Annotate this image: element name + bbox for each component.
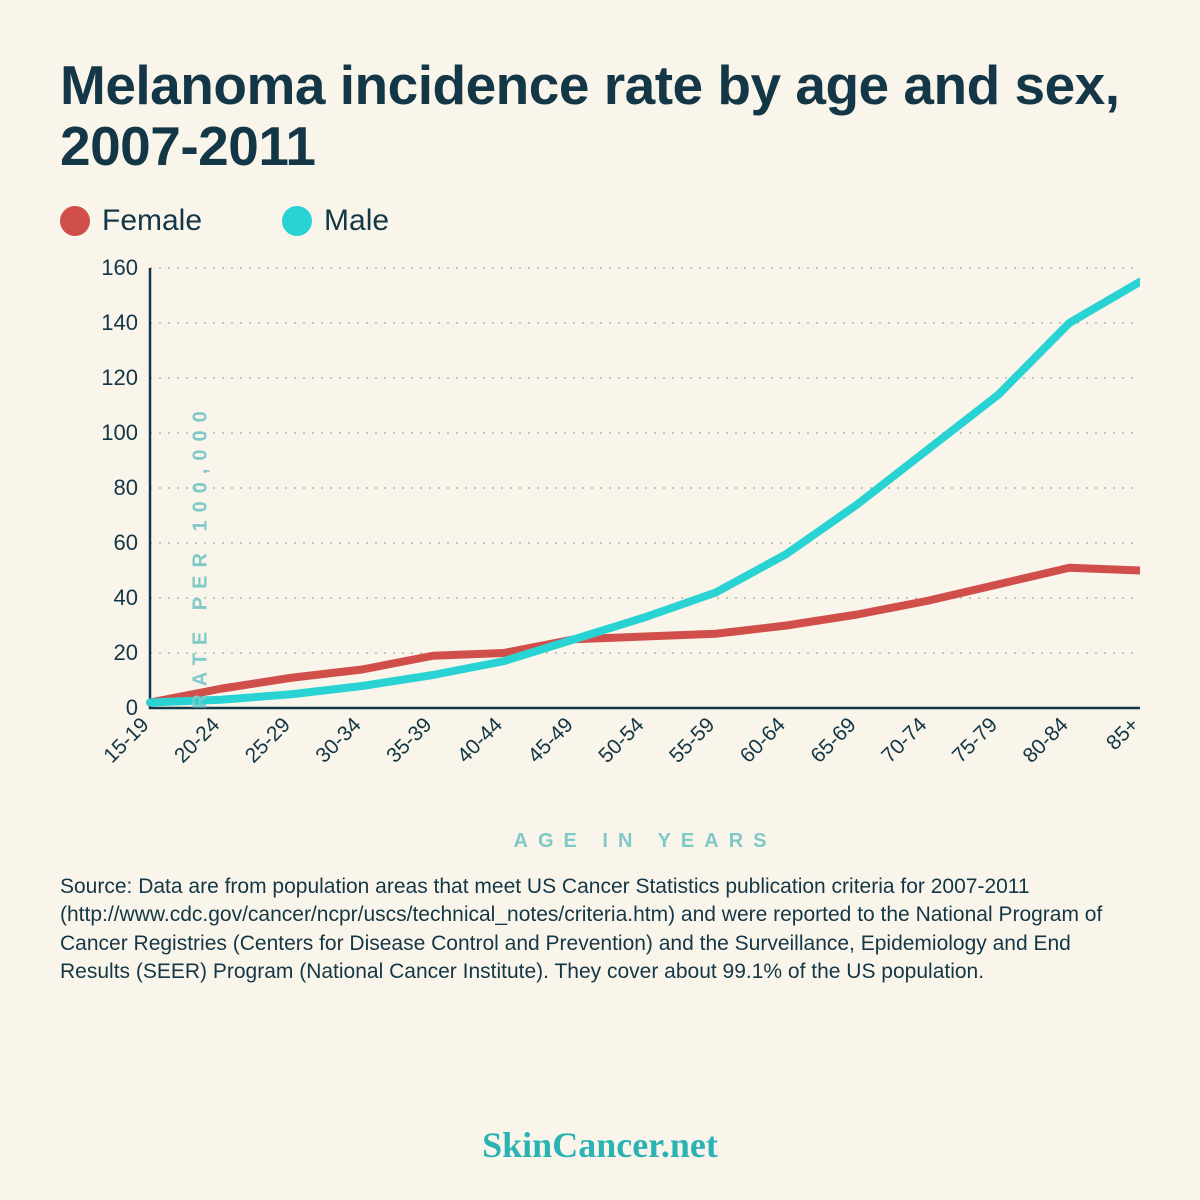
- svg-text:100: 100: [101, 420, 138, 445]
- x-axis-label: AGE IN YEARS: [150, 830, 1140, 853]
- legend-label-female: Female: [102, 204, 202, 238]
- svg-text:40-44: 40-44: [453, 713, 507, 767]
- svg-text:35-39: 35-39: [382, 713, 436, 767]
- svg-text:80: 80: [114, 475, 138, 500]
- svg-text:75-79: 75-79: [948, 713, 1002, 767]
- chart-area: RATE PER 100,000 02040608010012014016015…: [60, 258, 1140, 853]
- svg-text:50-54: 50-54: [594, 713, 648, 767]
- svg-text:120: 120: [101, 365, 138, 390]
- svg-text:40: 40: [114, 585, 138, 610]
- svg-text:55-59: 55-59: [665, 713, 719, 767]
- svg-text:20: 20: [114, 640, 138, 665]
- svg-text:60: 60: [114, 530, 138, 555]
- svg-text:25-29: 25-29: [241, 713, 295, 767]
- svg-text:160: 160: [101, 258, 138, 280]
- male-swatch: [282, 206, 312, 236]
- legend-label-male: Male: [324, 204, 389, 238]
- series-female: [150, 568, 1140, 703]
- svg-text:85+: 85+: [1102, 713, 1140, 754]
- svg-text:45-49: 45-49: [524, 713, 578, 767]
- brand-logo: SkinCancer.net: [0, 1124, 1200, 1166]
- svg-text:60-64: 60-64: [736, 713, 790, 767]
- svg-text:30-34: 30-34: [311, 713, 365, 767]
- chart-title: Melanoma incidence rate by age and sex, …: [60, 55, 1140, 176]
- svg-text:65-69: 65-69: [806, 713, 860, 767]
- svg-text:20-24: 20-24: [170, 713, 224, 767]
- legend: Female Male: [60, 204, 1140, 238]
- y-axis-label: RATE PER 100,000: [189, 403, 212, 709]
- svg-text:15-19: 15-19: [99, 713, 153, 767]
- legend-item-female: Female: [60, 204, 202, 238]
- line-chart: 02040608010012014016015-1920-2425-2930-3…: [60, 258, 1140, 818]
- svg-text:140: 140: [101, 310, 138, 335]
- svg-text:80-84: 80-84: [1019, 713, 1073, 767]
- legend-item-male: Male: [282, 204, 389, 238]
- female-swatch: [60, 206, 90, 236]
- source-text: Source: Data are from population areas t…: [60, 873, 1140, 986]
- svg-text:70-74: 70-74: [877, 713, 931, 767]
